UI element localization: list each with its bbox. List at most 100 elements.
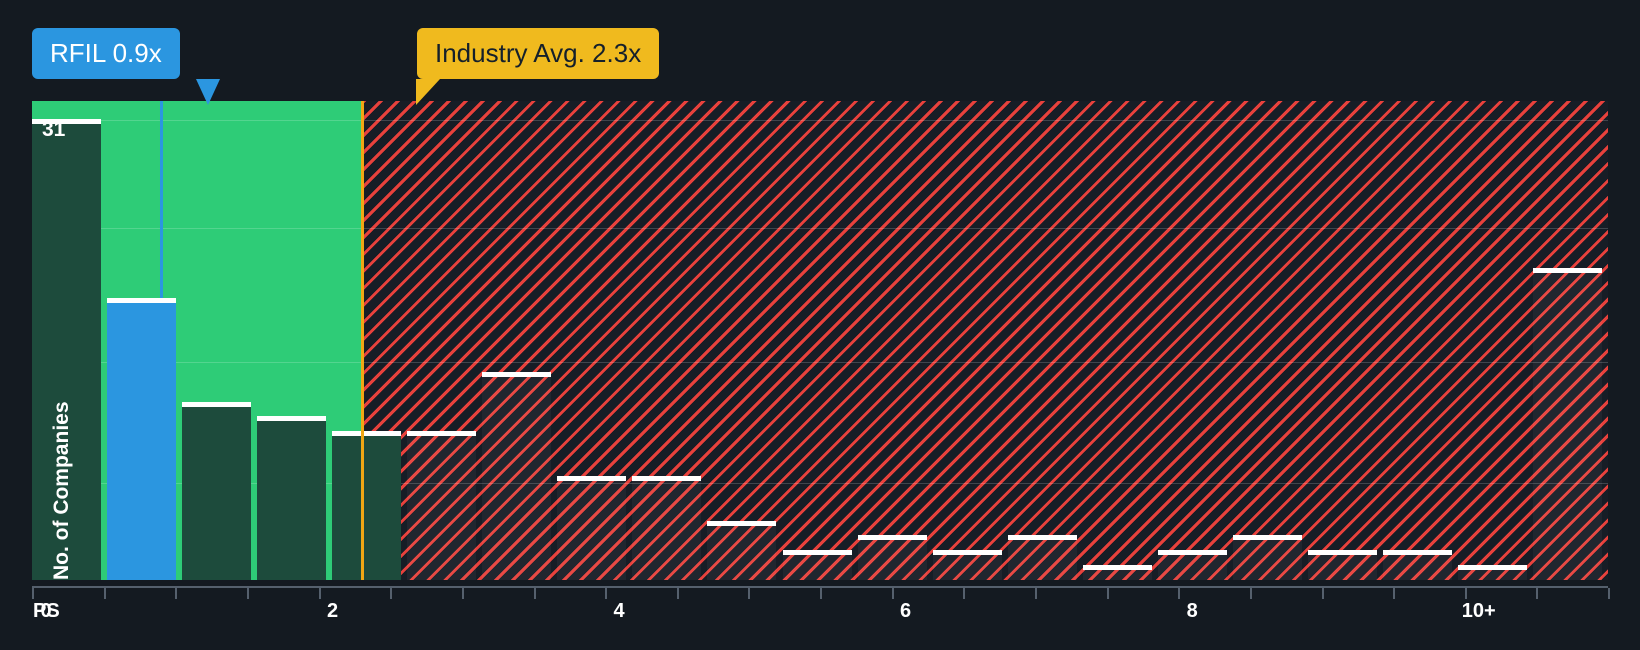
gridline (32, 362, 1608, 363)
x-axis-tick (175, 588, 178, 599)
x-axis-tick-label: 0 (40, 600, 52, 622)
y-axis-title: No. of Companies (50, 401, 73, 580)
x-axis-tick (1321, 588, 1324, 599)
gridline (32, 228, 1608, 229)
bar[interactable] (1157, 550, 1227, 580)
bar-body (857, 540, 927, 580)
x-axis-tick (1464, 588, 1467, 599)
x-axis-tick-label: 8 (1186, 600, 1198, 622)
bar-cap (332, 431, 402, 437)
overvalued-zone (361, 101, 1608, 580)
bar-cap (257, 416, 327, 422)
x-axis-tick (32, 588, 34, 599)
x-axis-tick (318, 588, 321, 599)
bar[interactable] (107, 297, 176, 580)
company-callout-label: RFIL 0.9x (50, 38, 162, 68)
bar-body (707, 525, 777, 580)
bar-cap (557, 475, 627, 481)
industry-average-line (360, 101, 364, 580)
bar-cap (932, 550, 1002, 556)
plot-area: 31 No. of Companies (32, 101, 1608, 580)
bar[interactable] (707, 520, 777, 580)
bar-body (1457, 570, 1527, 580)
bar-cap (707, 520, 777, 526)
bar[interactable] (857, 535, 927, 580)
bar-cap (1382, 550, 1452, 556)
bar-body (1307, 555, 1377, 580)
x-axis-tick (820, 588, 822, 599)
bar[interactable] (1007, 535, 1077, 580)
industry-callout[interactable]: Industry Avg. 2.3x (416, 28, 660, 105)
x-axis-tick (533, 588, 536, 599)
bar-cap (1533, 267, 1602, 273)
bar[interactable] (482, 371, 552, 580)
x-axis-tick (963, 588, 966, 599)
bar[interactable] (1082, 565, 1152, 580)
bar[interactable] (932, 550, 1002, 580)
bar-body (1007, 540, 1077, 580)
x-axis-tick (1536, 588, 1539, 599)
bar[interactable] (182, 401, 252, 580)
x-axis-tick (390, 588, 393, 599)
bar-cap (407, 431, 477, 437)
bar-cap (1082, 565, 1152, 571)
bar-cap (782, 550, 852, 556)
bar-cap (632, 475, 702, 481)
bar-cap (482, 371, 552, 377)
x-axis-tick (1249, 588, 1252, 599)
bar-cap (1232, 535, 1302, 541)
bar-body (932, 555, 1002, 580)
x-axis-tick-label: 2 (326, 600, 339, 622)
x-axis-tick-label: 6 (900, 600, 912, 622)
bar[interactable] (1382, 550, 1452, 580)
x-axis-tick (676, 588, 679, 599)
bar-cap (107, 297, 176, 303)
x-axis-line (32, 586, 1608, 588)
company-marker-line (159, 101, 163, 298)
bar[interactable] (1307, 550, 1377, 580)
x-axis-tick (103, 588, 106, 599)
company-callout[interactable]: RFIL 0.9x (32, 28, 220, 105)
bar-body (332, 436, 402, 580)
x-axis-tick-label: 4 (613, 600, 625, 622)
bar[interactable] (1457, 565, 1527, 580)
bar-cap (32, 119, 101, 124)
bar-body (1232, 540, 1302, 580)
bar-body (1382, 555, 1452, 580)
bar-body (32, 124, 101, 580)
x-axis-tick (748, 588, 751, 599)
x-axis-tick (246, 588, 249, 599)
bar-body (632, 480, 702, 580)
y-max-value-label: 31 (42, 118, 66, 141)
bar-body (557, 480, 627, 580)
bar-body (1082, 570, 1152, 580)
gridline (32, 120, 1608, 121)
bar-cap (1157, 550, 1227, 556)
bar[interactable] (557, 475, 627, 580)
bar[interactable] (332, 431, 402, 580)
x-axis-tick-label: 10+ (1461, 600, 1496, 622)
bar-body (182, 406, 252, 580)
bar[interactable] (407, 431, 477, 580)
x-axis-tick (1034, 588, 1037, 599)
bar[interactable] (257, 416, 327, 580)
industry-callout-label: Industry Avg. 2.3x (435, 38, 642, 68)
x-axis-tick (1106, 588, 1109, 599)
bar[interactable] (782, 550, 852, 580)
bar[interactable] (1533, 267, 1602, 580)
bar-cap (1007, 535, 1077, 541)
bar-body (1533, 272, 1602, 580)
bar[interactable] (32, 119, 101, 580)
callout-tail (196, 79, 220, 105)
bar[interactable] (1232, 535, 1302, 580)
x-axis-tick (1393, 588, 1396, 599)
bar-body (107, 302, 176, 580)
x-axis-tick (461, 588, 464, 599)
bar-cap (857, 535, 927, 541)
x-axis-tick (605, 588, 608, 599)
bar-body (257, 421, 327, 580)
x-axis-tick (1608, 588, 1610, 599)
bar-cap (1307, 550, 1377, 556)
bar[interactable] (632, 475, 702, 580)
callout-tail (416, 79, 440, 105)
